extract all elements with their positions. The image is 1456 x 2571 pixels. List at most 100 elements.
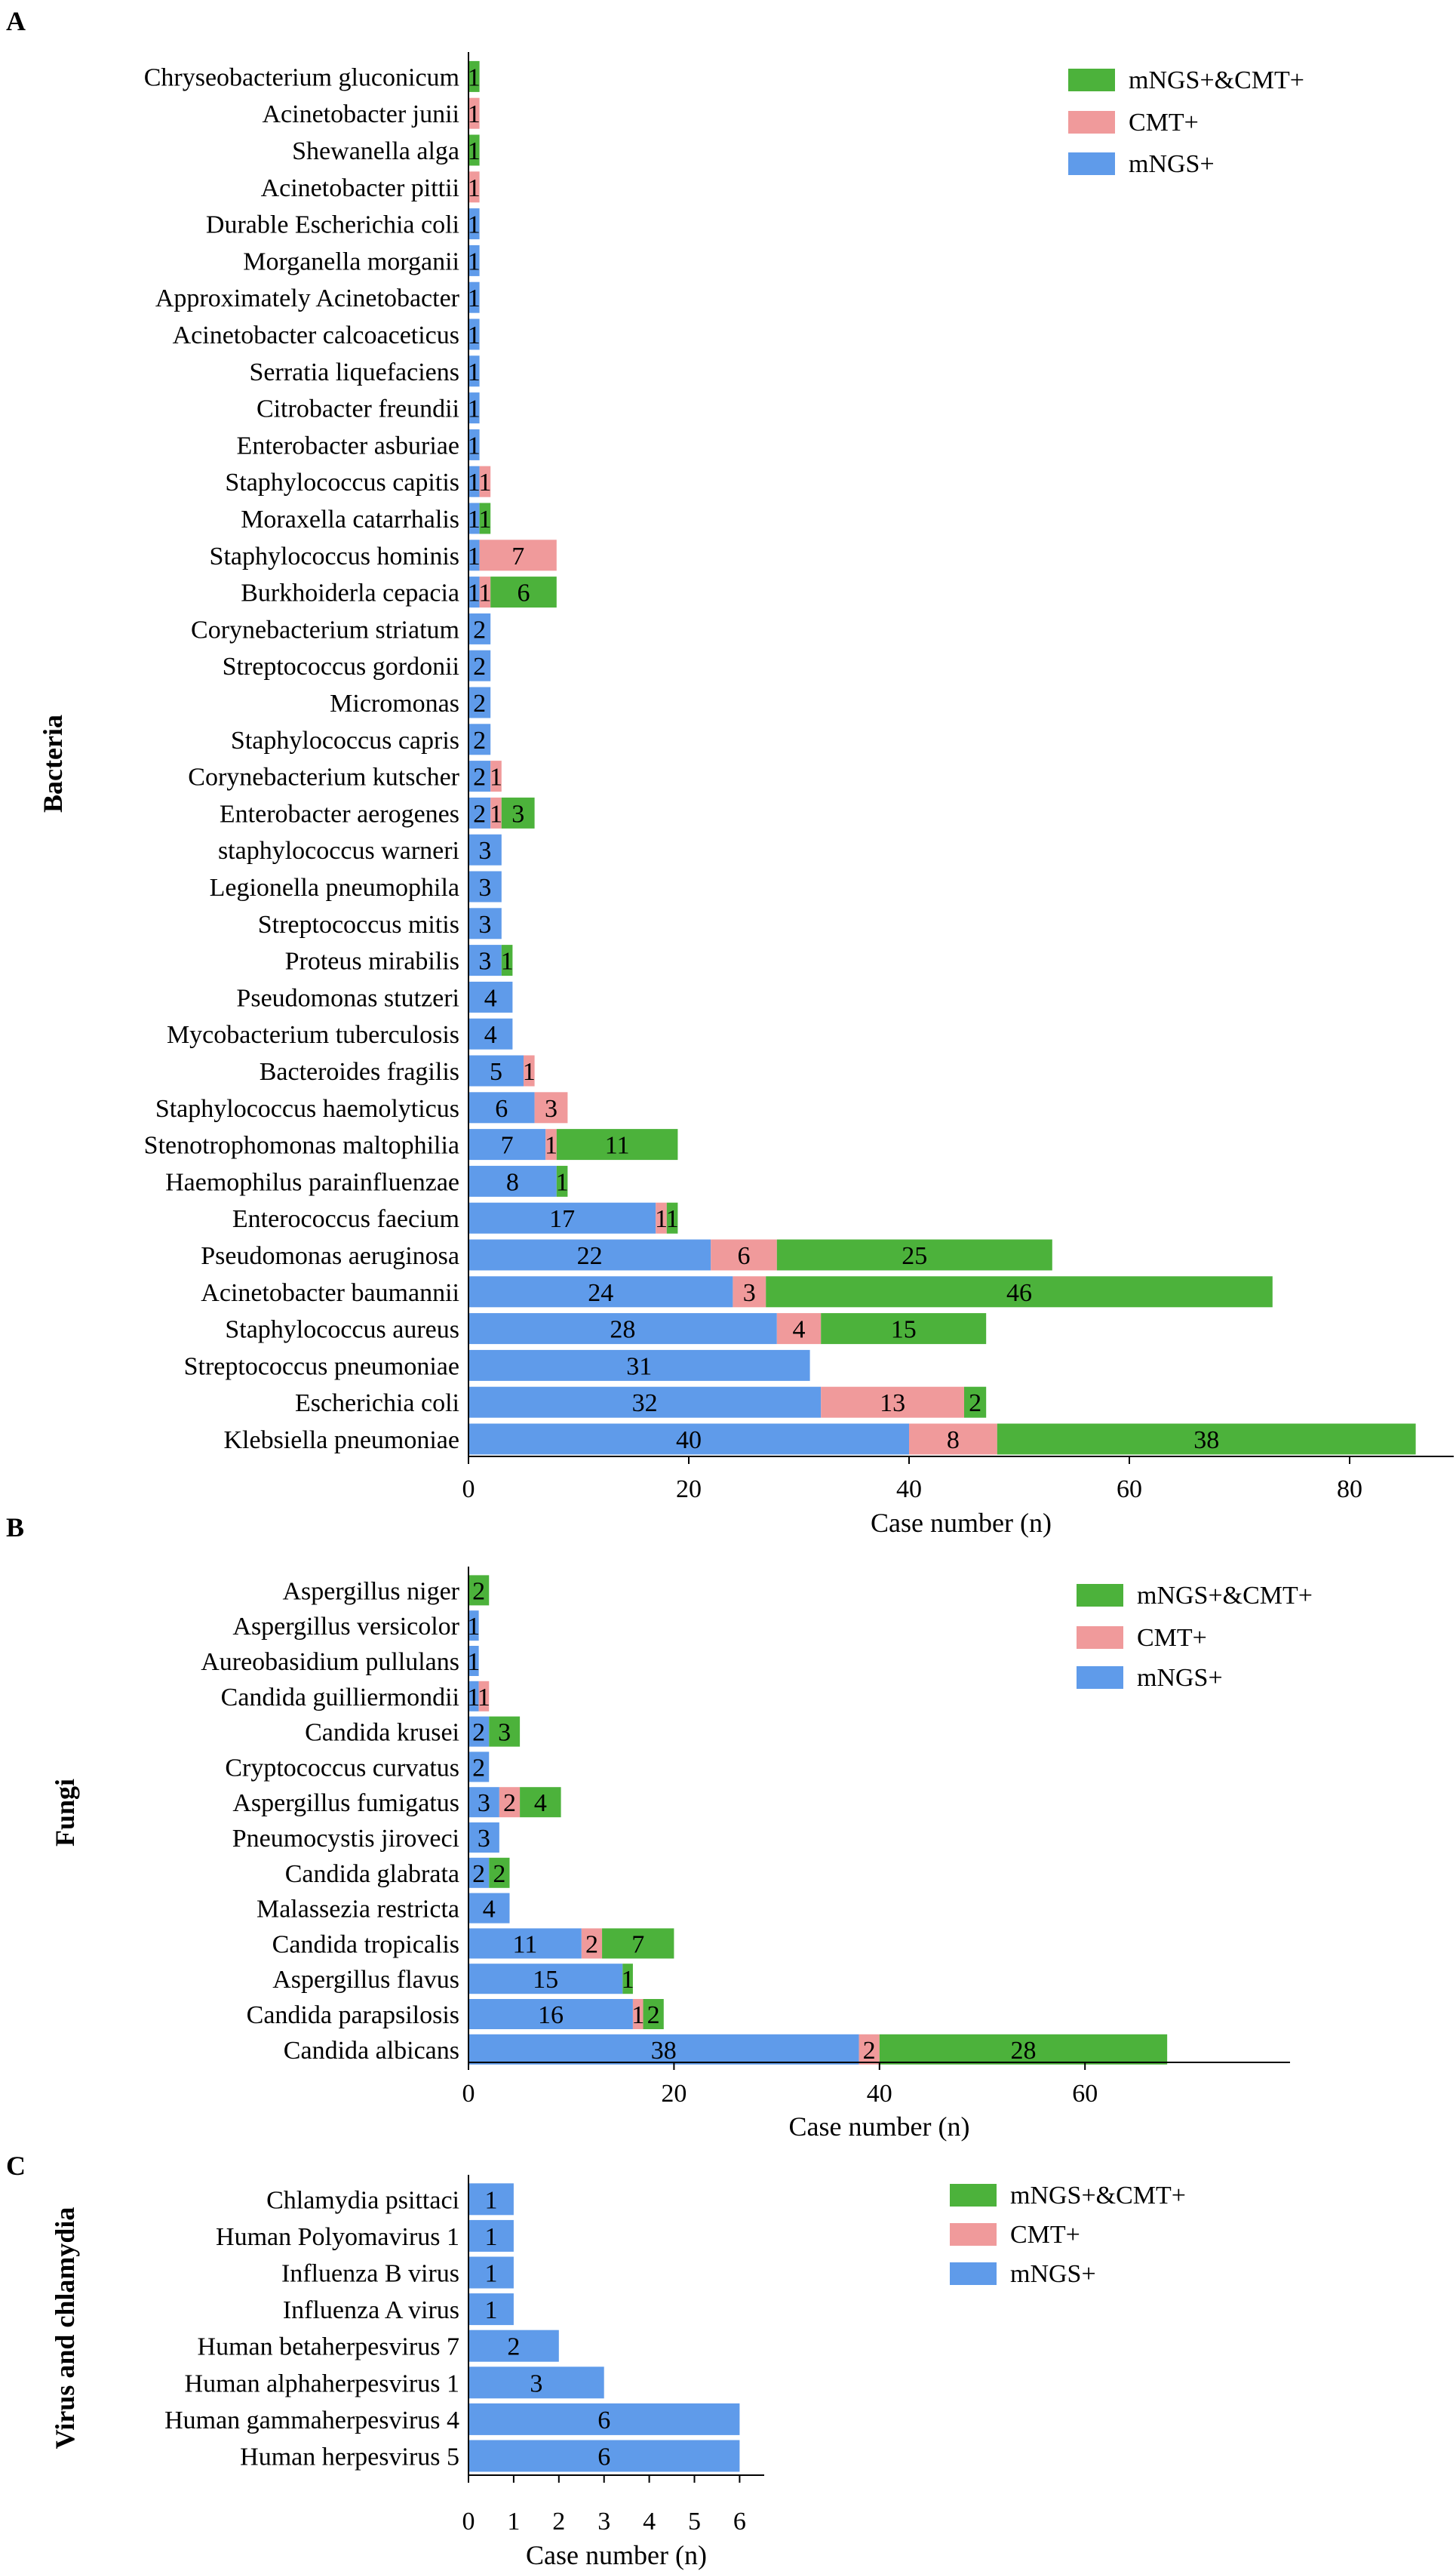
segment-value-label: 1 — [631, 2001, 644, 2029]
legend-swatch-cmt — [1068, 111, 1115, 134]
cmt-segment — [545, 1129, 557, 1161]
segment-value-label: 1 — [478, 580, 491, 607]
mngs-segment — [468, 2330, 559, 2362]
both-segment — [622, 1964, 633, 1994]
segment-value-label: 11 — [605, 1132, 630, 1160]
cmt-segment — [499, 1787, 521, 1818]
segment-value-label: 2 — [473, 616, 486, 644]
segment-value-label: 1 — [468, 137, 481, 165]
mngs-segment — [468, 945, 502, 976]
mngs-segment — [468, 1092, 535, 1124]
segment-value-label: 1 — [478, 1684, 490, 1711]
segment-value-label: 1 — [478, 506, 491, 534]
category-label: Enterococcus faecium — [232, 1205, 459, 1233]
mngs-segment — [468, 1313, 777, 1345]
segment-value-label: 38 — [651, 2037, 677, 2065]
x-tick-label: 80 — [1337, 1475, 1362, 1503]
category-label: Approximately Acinetobacter — [155, 284, 460, 312]
cmt-segment — [534, 1092, 568, 1124]
category-label: Streptococcus gordonii — [223, 653, 459, 681]
mngs-segment — [468, 2183, 514, 2216]
category-label: Haemophilus parainfluenzae — [165, 1168, 459, 1196]
segment-value-label: 1 — [468, 469, 481, 497]
segment-value-label: 2 — [473, 764, 486, 792]
x-tick-label: 20 — [661, 2080, 687, 2108]
segment-value-label: 1 — [556, 1168, 569, 1196]
segment-value-label: 2 — [507, 2333, 520, 2361]
cmt-segment — [821, 1386, 964, 1418]
category-label: Staphylococcus capitis — [225, 469, 459, 497]
both-segment — [964, 1386, 987, 1418]
category-label: Corynebacterium striatum — [191, 616, 459, 644]
mngs-segment — [468, 577, 480, 608]
cmt-segment — [581, 1928, 603, 1959]
segment-value-label: 32 — [632, 1389, 658, 1417]
mngs-segment — [468, 392, 480, 424]
segment-value-label: 1 — [468, 248, 481, 275]
segment-value-label: 2 — [473, 653, 486, 681]
segment-value-label: 22 — [577, 1242, 603, 1270]
legend-swatch-mngs — [1068, 152, 1115, 175]
mngs-segment — [468, 871, 502, 903]
mngs-segment — [468, 318, 480, 350]
x-tick-label: 60 — [1117, 1475, 1142, 1503]
segment-value-label: 25 — [902, 1242, 927, 1270]
mngs-segment — [468, 2403, 740, 2435]
segment-value-label: 8 — [506, 1168, 519, 1196]
legend-label-mngs: mNGS+ — [1129, 150, 1215, 178]
category-label: Human Polyomavirus 1 — [216, 2223, 459, 2251]
category-label: Stenotrophomonas maltophilia — [144, 1132, 459, 1160]
category-label: Morganella morganii — [243, 248, 459, 275]
mngs-segment — [468, 540, 480, 571]
both-segment — [489, 1857, 510, 1888]
segment-value-label: 3 — [478, 1789, 490, 1817]
segment-value-label: 1 — [468, 506, 481, 534]
mngs-segment — [468, 1276, 733, 1308]
both-segment — [468, 60, 480, 92]
mngs-segment — [468, 1787, 499, 1818]
category-label: Durable Escherichia coli — [206, 211, 459, 239]
segment-value-label: 3 — [511, 800, 524, 828]
category-label: Acinetobacter pittii — [261, 174, 459, 202]
segment-value-label: 4 — [534, 1789, 547, 1817]
segment-value-label: 8 — [947, 1426, 960, 1454]
x-tick-label: 1 — [507, 2508, 520, 2536]
segment-value-label: 1 — [468, 358, 481, 386]
segment-value-label: 7 — [501, 1132, 514, 1160]
segment-value-label: 1 — [467, 1648, 480, 1676]
category-label: Moraxella catarrhalis — [241, 506, 459, 534]
mngs-segment — [468, 797, 491, 829]
panel-letter: C — [6, 2151, 26, 2181]
segment-value-label: 1 — [468, 174, 481, 202]
both-segment — [997, 1423, 1416, 1455]
both-segment — [766, 1276, 1273, 1308]
segment-value-label: 1 — [468, 580, 481, 607]
both-segment — [666, 1202, 678, 1234]
legend-label-both: mNGS+&CMT+ — [1137, 1582, 1313, 1610]
mngs-segment — [468, 1386, 822, 1418]
both-segment — [468, 134, 480, 166]
segment-value-label: 7 — [631, 1930, 644, 1958]
segment-value-label: 2 — [863, 2037, 876, 2065]
mngs-segment — [468, 1018, 513, 1050]
mngs-segment — [468, 2256, 514, 2289]
segment-value-label: 3 — [545, 1095, 558, 1123]
segment-value-label: 4 — [484, 1021, 497, 1049]
cmt-segment — [468, 97, 480, 129]
y-axis-title: Fungi — [50, 1779, 80, 1847]
segment-value-label: 3 — [743, 1279, 756, 1307]
category-label: Escherichia coli — [295, 1389, 459, 1417]
category-label: Human betaherpesvirus 7 — [198, 2333, 459, 2361]
legend-label-cmt: CMT+ — [1010, 2221, 1080, 2249]
both-segment — [501, 945, 513, 976]
x-tick-label: 4 — [643, 2508, 656, 2536]
segment-value-label: 6 — [597, 2406, 610, 2434]
both-segment — [556, 1165, 568, 1197]
mngs-segment — [468, 1751, 490, 1782]
segment-value-label: 3 — [478, 874, 491, 902]
legend-swatch-mngs — [950, 2262, 997, 2285]
segment-value-label: 1 — [468, 100, 481, 128]
mngs-segment — [468, 1055, 524, 1087]
category-label: Mycobacterium tuberculosis — [167, 1021, 459, 1049]
mngs-segment — [468, 1610, 479, 1641]
